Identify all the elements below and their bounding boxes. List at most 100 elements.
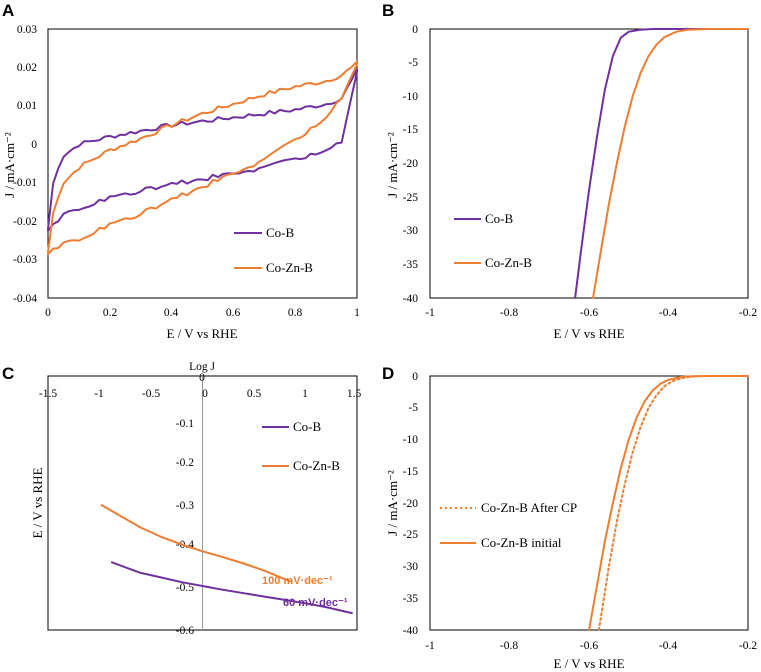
panel-c-series-co-zn-b <box>100 504 292 583</box>
panel-b-xtick: -0.4 <box>659 307 677 319</box>
panel-b-ytick: 0 <box>412 24 418 36</box>
panel-d-xtick: -0.2 <box>739 640 757 652</box>
panel-d-legend: Co-Zn-B After CP Co-Zn-B initial <box>440 500 577 550</box>
panel-b-ytick: -35 <box>403 259 419 271</box>
panel-a-ytick: -0.02 <box>13 216 37 228</box>
panel-b-xtick: -0.2 <box>739 307 757 319</box>
panel-b-xtick: -0.8 <box>500 307 518 319</box>
panel-d-xtick: -0.4 <box>659 640 677 652</box>
panel-b-xlabel: E / V vs RHE <box>553 326 624 341</box>
panel-b-ytick: -5 <box>408 57 418 69</box>
panel-c: C Log J -1.5 -1 -0.5 0 0.5 1 1.5 0 -0.1 … <box>2 361 361 637</box>
panel-a-xtick: 0 <box>45 307 51 319</box>
panel-d-ytick: 0 <box>412 371 418 383</box>
panel-d-ytick: -5 <box>408 402 418 414</box>
panel-a-x-ticks: 0 0.2 0.4 0.6 0.8 1 <box>45 307 360 319</box>
panel-c-xtick: 0.5 <box>247 388 262 400</box>
panel-d-ytick: -40 <box>403 625 419 637</box>
panel-a-ytick: 0 <box>31 139 37 151</box>
panel-c-legend-co-zn-b: Co-Zn-B <box>293 458 340 473</box>
panel-a-xtick: 1 <box>354 307 360 319</box>
panel-c-ylabel: E / V vs RHE <box>30 467 45 538</box>
panel-b-ytick: -15 <box>403 124 419 136</box>
panel-d-xtick: -0.6 <box>580 640 598 652</box>
panel-b-ytick: -20 <box>403 158 419 170</box>
panel-b-legend-co-b: Co-B <box>485 211 514 226</box>
panel-d-ytick: -30 <box>403 561 419 573</box>
panel-d-series-after-cp <box>597 375 749 631</box>
panel-a-ytick: 0.03 <box>17 24 37 36</box>
panel-a-series-co-b <box>47 68 358 232</box>
panel-a-ytick: -0.03 <box>13 254 37 266</box>
panel-b-xtick: -0.6 <box>580 307 598 319</box>
panel-b-legend-co-zn-b: Co-Zn-B <box>485 255 532 270</box>
panel-a-xlabel: E / V vs RHE <box>166 326 237 341</box>
panel-d-frame <box>429 375 749 631</box>
panel-b-ylabel: J / mA·cm⁻² <box>385 132 400 198</box>
panel-a-xtick: 0.8 <box>288 307 303 319</box>
panel-a-ytick: -0.01 <box>13 177 37 189</box>
panel-b-ytick: -40 <box>403 293 419 305</box>
panel-a-ytick: -0.04 <box>13 293 37 305</box>
panel-b-y-ticks: 0 -5 -10 -15 -20 -25 -30 -35 -40 <box>403 24 419 305</box>
panel-d-xlabel: E / V vs RHE <box>553 656 624 671</box>
panel-c-ytick: -0.2 <box>176 457 194 469</box>
panel-a-ytick: 0.01 <box>17 100 37 112</box>
panel-b: B 0 -5 -10 -15 -20 -25 -30 -35 -40 -1 -0… <box>382 1 757 341</box>
panel-d-ytick: -10 <box>403 434 419 446</box>
panel-c-xtick: 0 <box>202 388 208 400</box>
panel-c-x-ticks: -1.5 -1 -0.5 0 0.5 1 1.5 <box>39 388 362 400</box>
panel-d-ytick: -35 <box>403 593 419 605</box>
panel-c-ytick: -0.5 <box>176 582 194 594</box>
panel-c-title: Log J <box>189 361 215 373</box>
panel-c-xtick: -1.5 <box>39 388 57 400</box>
panel-d-ylabel: J / mA·cm⁻² <box>385 470 400 536</box>
panel-b-ytick: -10 <box>403 91 419 103</box>
panel-b-xtick: -1 <box>425 307 435 319</box>
panel-d-xtick: -1 <box>425 640 435 652</box>
panel-c-xtick: 1.5 <box>347 388 362 400</box>
panel-c-legend: Co-B Co-Zn-B <box>262 419 340 473</box>
panel-d-ytick: -25 <box>403 529 419 541</box>
panel-b-x-ticks: -1 -0.8 -0.6 -0.4 -0.2 <box>425 307 757 319</box>
panel-a-legend-co-b: Co-B <box>266 225 295 240</box>
panel-d-x-ticks: -1 -0.8 -0.6 -0.4 -0.2 <box>425 640 757 652</box>
panel-a-frame <box>47 28 358 299</box>
panel-b-ytick: -25 <box>403 192 419 204</box>
panel-a-xtick: 0.6 <box>226 307 241 319</box>
panel-c-xtick: -0.5 <box>142 388 160 400</box>
panel-c-ytick: -0.3 <box>176 500 194 512</box>
panel-a-legend: Co-B Co-Zn-B <box>234 225 313 275</box>
panel-d-series-initial <box>588 375 749 631</box>
panel-a-letter: A <box>2 1 14 20</box>
panel-d-legend-initial: Co-Zn-B initial <box>481 535 562 550</box>
panel-b-legend: Co-B Co-Zn-B <box>454 211 532 270</box>
panel-b-letter: B <box>382 1 394 20</box>
panel-a-xtick: 0.4 <box>164 307 179 319</box>
panel-b-ytick: -30 <box>403 225 419 237</box>
panel-a-legend-co-zn-b: Co-Zn-B <box>266 260 313 275</box>
panel-a-ytick: 0.02 <box>17 62 37 74</box>
panel-c-legend-co-b: Co-B <box>293 419 322 434</box>
panel-c-letter: C <box>2 364 14 383</box>
panel-c-ytick: -0.6 <box>176 625 194 637</box>
panel-b-frame <box>429 28 749 299</box>
panel-d: D 0 -5 -10 -15 -20 -25 -30 -35 -40 -1 -0… <box>382 364 757 671</box>
panel-a-xtick: 0.2 <box>103 307 118 319</box>
panel-a-ylabel: J / mA·cm⁻² <box>2 132 17 198</box>
panel-a-series-co-zn-b <box>47 60 358 255</box>
panel-c-xtick: -1 <box>94 388 104 400</box>
panel-c-series-co-b <box>110 561 353 615</box>
panel-b-series-co-b <box>574 28 749 299</box>
panel-c-xtick: 1 <box>302 388 308 400</box>
panel-d-xtick: -0.8 <box>500 640 518 652</box>
panel-c-ytick: -0.1 <box>176 418 194 430</box>
panel-c-ytick: 0 <box>199 372 205 384</box>
panel-c-annotation-co-zn-b: 100 mV·dec⁻¹ <box>262 575 333 587</box>
panel-a-y-ticks: 0.03 0.02 0.01 0 -0.01 -0.02 -0.03 -0.04 <box>13 24 37 305</box>
panel-d-ytick: -15 <box>403 466 419 478</box>
panel-c-y-ticks: 0 -0.1 -0.2 -0.3 -0.4 -0.5 -0.6 <box>176 372 205 637</box>
panel-d-ytick: -20 <box>403 498 419 510</box>
panel-d-legend-after-cp: Co-Zn-B After CP <box>481 500 577 515</box>
panel-b-series-co-zn-b <box>592 28 749 299</box>
